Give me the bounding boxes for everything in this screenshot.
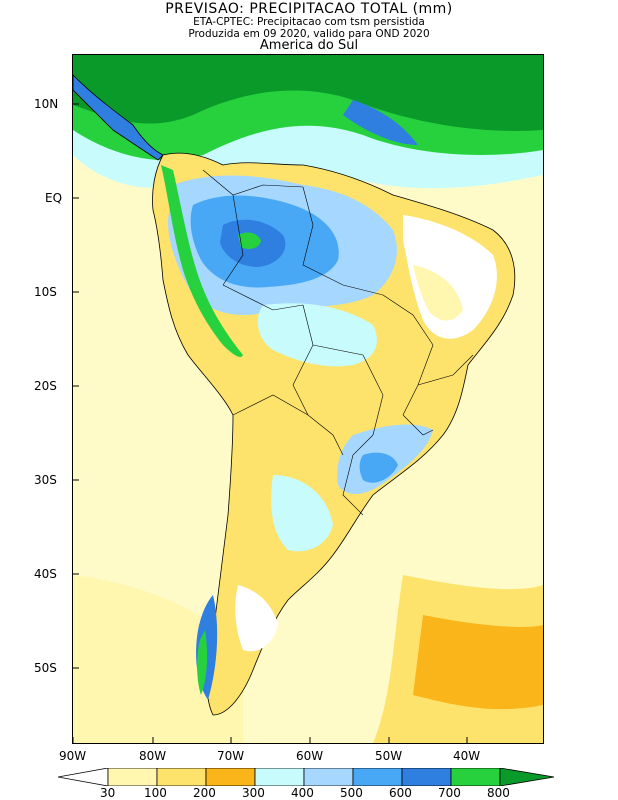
colorbar-label-600: 600 — [389, 786, 412, 800]
colorbar-segment-30-100 — [107, 768, 158, 786]
ocean-band-se2 — [413, 615, 543, 710]
colorbar-label-100: 100 — [144, 786, 167, 800]
colorbar-segment-100-200 — [156, 768, 207, 786]
colorbar-label-500: 500 — [340, 786, 363, 800]
colorbar-segment-700-800 — [450, 768, 501, 786]
lon-label-40w: 40W — [453, 749, 481, 763]
colorbar — [58, 768, 555, 786]
colorbar-label-30: 30 — [100, 786, 116, 800]
colorbar-label-800: 800 — [487, 786, 510, 800]
map-title: PREVISAO: PRECIPITACAO TOTAL (mm) — [165, 1, 453, 17]
lat-label-40s: 40S — [34, 567, 57, 581]
region-label: America do Sul — [259, 38, 359, 53]
colorbar-segment-600-700 — [401, 768, 452, 786]
central-america-landmass — [73, 74, 164, 161]
ocean-band-south — [73, 575, 243, 743]
central-wet-zone — [257, 303, 377, 367]
colorbar-segment-below-30 — [58, 768, 109, 786]
country-borders — [202, 169, 474, 516]
colorbar-label-300: 300 — [242, 786, 265, 800]
colorbar-segment-500-600 — [352, 768, 403, 786]
colorbar-segment-300-400 — [254, 768, 305, 786]
lon-label-90w: 90W — [59, 749, 87, 763]
amazon-peak — [238, 232, 261, 249]
map-graticule-ticks — [73, 103, 468, 743]
colorbar-label-400: 400 — [291, 786, 314, 800]
colorbar-segment-200-300 — [205, 768, 256, 786]
lat-label-eq: EQ — [45, 191, 63, 205]
northeast-dry-zone — [403, 215, 497, 339]
itcz-core — [73, 55, 543, 131]
map-subtitle: ETA-CPTEC: Precipitacao com tsm persisti… — [193, 16, 425, 28]
pampas-light-zone — [271, 475, 333, 552]
precipitation-map — [72, 54, 544, 744]
validity-text: Produzida em 09 2020, valido para OND 20… — [188, 28, 430, 40]
lon-label-60w: 60W — [296, 749, 324, 763]
lon-label-50w: 50W — [375, 749, 403, 763]
colorbar-label-700: 700 — [438, 786, 461, 800]
lon-label-70w: 70W — [217, 749, 245, 763]
patagonia-dry-zone — [235, 585, 278, 652]
lat-label-20s: 20S — [34, 379, 57, 393]
map-canvas — [73, 55, 543, 743]
colorbar-label-200: 200 — [193, 786, 216, 800]
lat-label-50s: 50S — [34, 661, 57, 675]
northeast-semi-dry — [413, 265, 463, 321]
lat-label-10n: 10N — [34, 97, 59, 111]
colorbar-segment-above-800 — [499, 768, 555, 786]
colorbar-segment-400-500 — [303, 768, 354, 786]
south-wetter-zone — [359, 452, 398, 483]
south-chile-peak — [197, 630, 208, 695]
lat-label-10s: 10S — [34, 285, 57, 299]
itcz-patch — [343, 100, 418, 145]
lon-label-80w: 80W — [139, 749, 167, 763]
andes-wet-strip — [161, 165, 243, 357]
lat-label-30s: 30S — [34, 473, 57, 487]
